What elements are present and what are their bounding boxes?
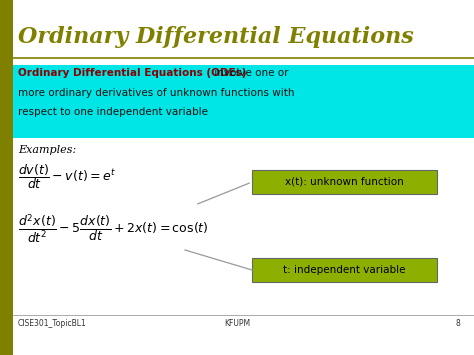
Bar [252, 170, 437, 194]
Bar [0, 0, 13, 355]
Text: more ordinary derivatives of unknown functions with: more ordinary derivatives of unknown fun… [18, 88, 294, 98]
Text: t: independent variable: t: independent variable [283, 265, 406, 275]
Text: $\dfrac{dv(t)}{dt} - v(t) = e^{t}$: $\dfrac{dv(t)}{dt} - v(t) = e^{t}$ [18, 162, 116, 191]
Text: Ordinary Differential Equations: Ordinary Differential Equations [18, 26, 414, 48]
Text: x(t): unknown function: x(t): unknown function [285, 177, 404, 187]
Text: respect to one independent variable: respect to one independent variable [18, 107, 208, 117]
Text: involve one or: involve one or [211, 68, 289, 78]
Text: 8: 8 [455, 319, 460, 328]
Bar [13, 65, 474, 138]
Text: $\dfrac{d^{2}x(t)}{dt^{2}} - 5\dfrac{dx(t)}{dt} + 2x(t) = \cos(t)$: $\dfrac{d^{2}x(t)}{dt^{2}} - 5\dfrac{dx(… [18, 212, 209, 245]
Text: KFUPM: KFUPM [224, 319, 250, 328]
Text: Examples:: Examples: [18, 145, 76, 155]
Text: CISE301_TopicBL1: CISE301_TopicBL1 [18, 319, 87, 328]
Bar [252, 258, 437, 282]
Text: Ordinary Differential Equations (ODEs): Ordinary Differential Equations (ODEs) [18, 68, 246, 78]
